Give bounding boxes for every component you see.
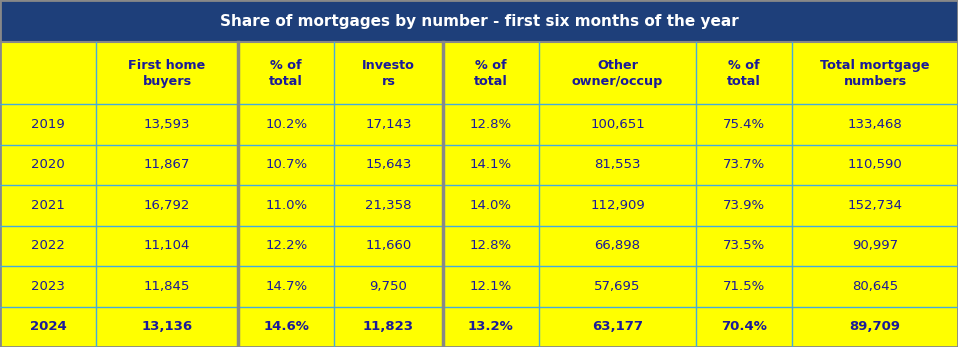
Bar <box>0 306 958 347</box>
Text: 14.7%: 14.7% <box>265 280 308 293</box>
Text: 14.6%: 14.6% <box>263 320 309 333</box>
Text: % of
total: % of total <box>474 59 508 87</box>
Text: 73.9%: 73.9% <box>723 199 765 212</box>
Text: 70.4%: 70.4% <box>721 320 767 333</box>
Text: Total mortgage
numbers: Total mortgage numbers <box>820 59 930 87</box>
Text: 90,997: 90,997 <box>852 239 898 252</box>
Text: 80,645: 80,645 <box>852 280 898 293</box>
Text: % of
total: % of total <box>269 59 303 87</box>
Text: Investo
rs: Investo rs <box>362 59 415 87</box>
Text: 2020: 2020 <box>31 158 65 171</box>
Bar <box>0 0 958 42</box>
Text: 13,136: 13,136 <box>142 320 193 333</box>
Text: 14.0%: 14.0% <box>469 199 512 212</box>
Text: 2023: 2023 <box>31 280 65 293</box>
Text: 2019: 2019 <box>31 118 65 131</box>
Text: 100,651: 100,651 <box>590 118 645 131</box>
Text: 89,709: 89,709 <box>850 320 901 333</box>
Text: 66,898: 66,898 <box>595 239 641 252</box>
Text: 10.2%: 10.2% <box>265 118 308 131</box>
Text: 17,143: 17,143 <box>365 118 412 131</box>
Bar <box>0 185 958 226</box>
Bar <box>0 144 958 185</box>
Text: 75.4%: 75.4% <box>723 118 765 131</box>
Text: 12.8%: 12.8% <box>469 118 512 131</box>
Text: 10.7%: 10.7% <box>265 158 308 171</box>
Text: 2021: 2021 <box>31 199 65 212</box>
Text: 73.5%: 73.5% <box>723 239 765 252</box>
Text: 2024: 2024 <box>30 320 66 333</box>
Bar <box>0 266 958 306</box>
Text: 11,823: 11,823 <box>363 320 414 333</box>
Text: 110,590: 110,590 <box>848 158 902 171</box>
Text: 11,104: 11,104 <box>144 239 191 252</box>
Text: 63,177: 63,177 <box>592 320 643 333</box>
Text: Share of mortgages by number - first six months of the year: Share of mortgages by number - first six… <box>219 14 739 28</box>
Text: 16,792: 16,792 <box>144 199 191 212</box>
Text: Other
owner/occup: Other owner/occup <box>572 59 663 87</box>
Text: 112,909: 112,909 <box>590 199 645 212</box>
Bar <box>0 226 958 266</box>
Text: 15,643: 15,643 <box>365 158 412 171</box>
Text: 2022: 2022 <box>31 239 65 252</box>
Text: 81,553: 81,553 <box>594 158 641 171</box>
Text: 13.2%: 13.2% <box>468 320 513 333</box>
Text: 12.8%: 12.8% <box>469 239 512 252</box>
Text: 9,750: 9,750 <box>370 280 407 293</box>
Text: 152,734: 152,734 <box>848 199 902 212</box>
Text: % of
total: % of total <box>727 59 762 87</box>
Bar <box>0 104 958 144</box>
Bar <box>0 42 958 104</box>
Text: 11,660: 11,660 <box>365 239 412 252</box>
Text: 13,593: 13,593 <box>144 118 191 131</box>
Text: 133,468: 133,468 <box>848 118 902 131</box>
Text: 11,845: 11,845 <box>144 280 191 293</box>
Text: 11.0%: 11.0% <box>265 199 308 212</box>
Text: 57,695: 57,695 <box>594 280 641 293</box>
Text: 73.7%: 73.7% <box>723 158 765 171</box>
Text: 12.1%: 12.1% <box>469 280 512 293</box>
Text: 12.2%: 12.2% <box>265 239 308 252</box>
Text: 14.1%: 14.1% <box>469 158 512 171</box>
Text: 11,867: 11,867 <box>144 158 191 171</box>
Text: 71.5%: 71.5% <box>723 280 765 293</box>
Text: 21,358: 21,358 <box>365 199 412 212</box>
Text: First home
buyers: First home buyers <box>128 59 206 87</box>
